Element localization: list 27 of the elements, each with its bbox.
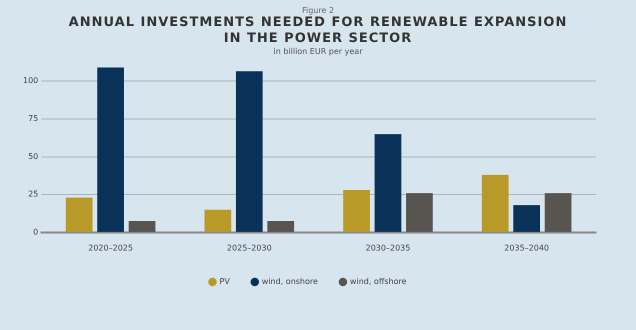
x-tick-label: 2020–2025 xyxy=(88,243,133,252)
legend-label: PV xyxy=(220,277,230,286)
bar xyxy=(374,134,402,232)
legend-label: wind, offshore xyxy=(350,277,407,286)
bar xyxy=(482,174,509,232)
y-tick-label: 100 xyxy=(22,76,38,86)
chart-title: ANNUAL INVESTMENTS NEEDED FOR RENEWABLE EXPANSION IN THE POWER SECTOR xyxy=(68,15,568,47)
y-tick-label: 25 xyxy=(28,190,38,199)
x-tick-label: 2035–2040 xyxy=(504,243,550,252)
bar xyxy=(343,190,370,232)
bar xyxy=(544,193,572,232)
bar xyxy=(97,68,124,232)
y-tick-label: 0 xyxy=(33,227,38,236)
x-tick-label: 2030–2035 xyxy=(366,243,410,252)
bar xyxy=(128,221,156,232)
bar xyxy=(406,193,433,232)
bar xyxy=(236,71,263,232)
bar xyxy=(267,221,294,232)
legend-label: wind, onshore xyxy=(262,277,318,286)
chart-subtitle: in billion EUR per year xyxy=(272,47,364,56)
y-tick-label: 75 xyxy=(28,114,38,124)
bar xyxy=(513,205,540,232)
bar xyxy=(66,198,93,232)
bar xyxy=(204,210,232,232)
x-tick-label: 2025–2030 xyxy=(226,243,272,252)
y-tick-label: 50 xyxy=(28,152,38,161)
caption: Figure 2 xyxy=(300,6,336,15)
